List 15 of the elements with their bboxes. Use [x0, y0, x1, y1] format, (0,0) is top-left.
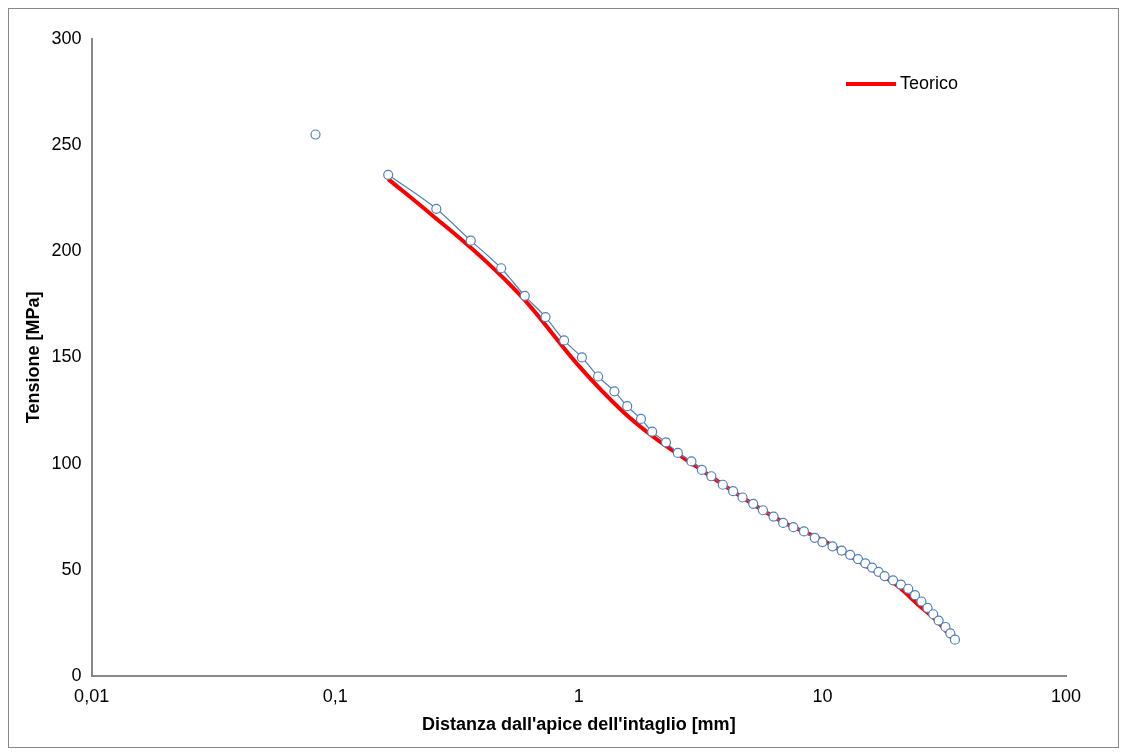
x-tick-label: 1	[573, 685, 584, 706]
y-axis-title: Tensione [MPa]	[22, 291, 43, 424]
x-tick-label: 0,1	[322, 685, 348, 706]
y-tick-label: 0	[71, 664, 82, 685]
y-tick-label: 50	[61, 558, 82, 579]
x-axis-title: Distanza dall'apice dell'intaglio [mm]	[422, 714, 736, 735]
y-tick-label: 150	[51, 346, 82, 367]
y-tick-label: 250	[51, 134, 82, 155]
y-tick-label: 200	[51, 240, 82, 261]
x-tick-label: 100	[1050, 685, 1082, 706]
y-tick-label: 100	[51, 452, 82, 473]
x-tick-label: 0,01	[74, 685, 110, 706]
y-tick-label: 300	[51, 27, 82, 48]
legend-label: Teorico	[900, 72, 959, 93]
x-tick-label: 10	[812, 685, 833, 706]
